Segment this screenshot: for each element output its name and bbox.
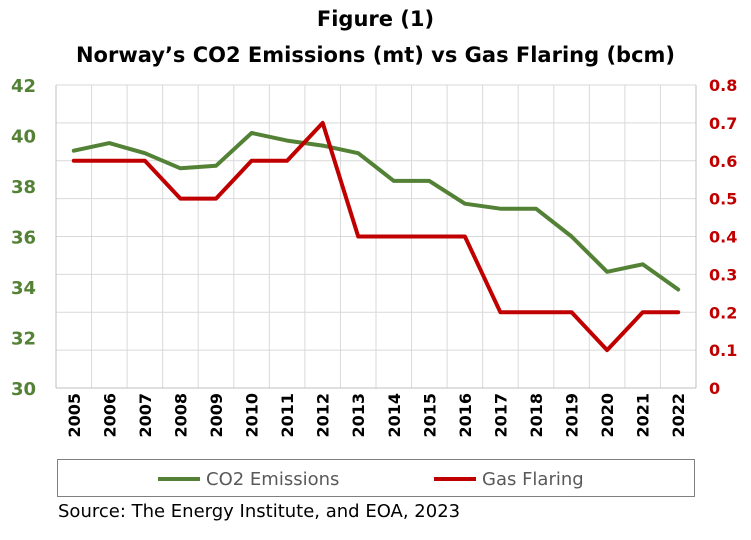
x-tick-label: 2007 (136, 393, 155, 438)
y-right-tick-label: 0.1 (709, 341, 737, 360)
x-tick-label: 2016 (456, 393, 475, 438)
x-tick-label: 2008 (171, 393, 190, 438)
y-left-tick-label: 40 (11, 127, 36, 148)
y-right-tick-label: 0.3 (709, 265, 737, 284)
x-tick-label: 2010 (243, 393, 262, 438)
y-right-tick-label: 0.5 (709, 190, 737, 209)
x-tick-label: 2018 (527, 393, 546, 438)
legend-item-gas-flaring: Gas Flaring (434, 460, 584, 498)
y-left-tick-label: 38 (11, 177, 36, 198)
x-tick-label: 2015 (420, 393, 439, 438)
legend-item-co2: CO2 Emissions (158, 460, 339, 498)
legend-swatch-gas-flaring (434, 477, 476, 481)
x-tick-label: 2019 (563, 393, 582, 438)
chart-title-line-1: Figure (1) (316, 7, 435, 31)
chart-title-line-2: Norway’s CO2 Emissions (mt) vs Gas Flari… (75, 43, 676, 67)
y-left-tick-label: 36 (11, 228, 36, 249)
x-tick-label: 2017 (491, 393, 510, 438)
x-tick-label: 2006 (100, 393, 119, 438)
x-tick-label: 2021 (634, 393, 653, 438)
x-tick-label: 2020 (598, 393, 617, 438)
x-tick-label: 2013 (349, 393, 368, 438)
y-right-tick-label: 0.2 (709, 303, 737, 322)
chart-legend: CO2 Emissions Gas Flaring (57, 459, 695, 497)
legend-swatch-co2 (158, 477, 200, 481)
y-left-tick-label: 42 (11, 76, 36, 97)
y-left-tick-label: 32 (11, 329, 36, 350)
y-right-tick-label: 0.6 (709, 152, 737, 171)
y-right-tick-label: 0 (709, 379, 720, 398)
legend-label-gas-flaring: Gas Flaring (482, 468, 584, 490)
x-tick-label: 2011 (278, 393, 297, 438)
series-line-co2-emissions (71, 131, 681, 292)
x-tick-label: 2014 (385, 393, 404, 438)
x-tick-label: 2012 (314, 393, 333, 438)
x-tick-label: 2022 (669, 393, 688, 438)
y-right-tick-label: 0.4 (709, 228, 737, 247)
x-tick-label: 2005 (65, 393, 84, 438)
legend-label-co2: CO2 Emissions (206, 468, 340, 490)
chart-source-note: Source: The Energy Institute, and EOA, 2… (58, 501, 461, 522)
y-left-tick-label: 30 (11, 379, 36, 400)
y-right-tick-label: 0.8 (709, 76, 737, 95)
y-left-tick-label: 34 (11, 278, 36, 299)
chart-plot: 30 32 34 36 38 40 42 0 0.1 0.2 0.3 0.4 0.5 0.6 0.7 0.8 2… (11, 76, 737, 438)
series-line-gas-flaring (71, 120, 681, 353)
y-right-tick-label: 0.7 (709, 114, 737, 133)
x-tick-label: 2009 (207, 393, 226, 438)
